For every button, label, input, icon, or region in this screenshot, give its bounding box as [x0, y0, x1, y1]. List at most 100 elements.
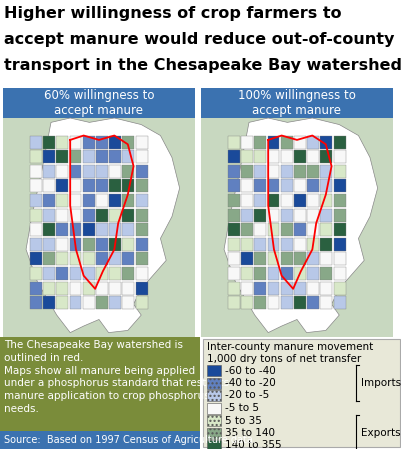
Bar	[69, 194, 81, 207]
Bar	[280, 238, 292, 251]
Bar	[207, 427, 221, 439]
Bar	[306, 150, 318, 163]
Bar	[96, 165, 107, 178]
Bar	[43, 136, 55, 149]
Bar	[136, 282, 147, 295]
Bar	[280, 282, 292, 295]
Bar	[43, 223, 55, 236]
Bar	[254, 252, 265, 265]
Text: 35 to 140: 35 to 140	[225, 428, 274, 438]
Bar	[96, 208, 107, 222]
Bar	[109, 208, 121, 222]
Bar	[207, 378, 221, 388]
Bar	[83, 208, 95, 222]
Text: 60% willingness to
accept manure: 60% willingness to accept manure	[44, 89, 154, 117]
Bar	[96, 267, 107, 280]
Text: 140 to 355: 140 to 355	[225, 440, 281, 449]
Text: 100% willingness to
accept manure: 100% willingness to accept manure	[237, 89, 355, 117]
Bar	[267, 267, 279, 280]
Bar	[293, 150, 305, 163]
Bar	[30, 238, 42, 251]
Bar	[241, 252, 252, 265]
Bar	[136, 136, 147, 149]
Bar	[83, 296, 95, 309]
Bar	[0, 431, 200, 449]
Bar	[43, 179, 55, 193]
Bar	[109, 223, 121, 236]
Bar	[280, 252, 292, 265]
Bar	[267, 136, 279, 149]
Bar	[207, 402, 221, 414]
Bar	[306, 252, 318, 265]
Bar	[280, 267, 292, 280]
Bar	[280, 194, 292, 207]
Bar	[227, 165, 239, 178]
Bar	[293, 165, 305, 178]
Bar	[83, 267, 95, 280]
Bar	[241, 223, 252, 236]
Bar	[320, 165, 332, 178]
Bar	[30, 267, 42, 280]
Bar	[122, 179, 134, 193]
Bar	[241, 179, 252, 193]
Bar	[96, 296, 107, 309]
Bar	[227, 223, 239, 236]
Bar	[254, 136, 265, 149]
Bar	[30, 165, 42, 178]
Bar	[306, 165, 318, 178]
Bar	[56, 296, 68, 309]
Bar	[293, 252, 305, 265]
Bar	[96, 136, 107, 149]
Bar	[136, 179, 147, 193]
Bar	[43, 252, 55, 265]
Bar	[69, 208, 81, 222]
Bar	[109, 296, 121, 309]
Bar	[122, 150, 134, 163]
Bar	[267, 194, 279, 207]
Text: Exports: Exports	[360, 428, 400, 438]
Bar	[96, 223, 107, 236]
Bar	[254, 282, 265, 295]
Bar	[293, 223, 305, 236]
Bar	[69, 238, 81, 251]
Bar	[83, 223, 95, 236]
Bar	[267, 252, 279, 265]
Bar	[254, 194, 265, 207]
Bar	[227, 296, 239, 309]
Bar	[320, 179, 332, 193]
Bar	[293, 238, 305, 251]
Text: The Chesapeake Bay watershed is
outlined in red.
Maps show all manure being appl: The Chesapeake Bay watershed is outlined…	[4, 340, 229, 414]
Bar	[136, 267, 147, 280]
Bar	[56, 282, 68, 295]
Bar	[96, 282, 107, 295]
Bar	[293, 282, 305, 295]
Bar	[109, 267, 121, 280]
Bar	[267, 238, 279, 251]
Bar	[69, 223, 81, 236]
Bar	[96, 238, 107, 251]
Bar	[122, 136, 134, 149]
Bar	[56, 223, 68, 236]
Bar	[267, 165, 279, 178]
Bar	[122, 194, 134, 207]
Bar	[69, 267, 81, 280]
Bar	[267, 208, 279, 222]
Bar	[69, 296, 81, 309]
Bar	[30, 208, 42, 222]
Bar	[306, 267, 318, 280]
Bar	[122, 296, 134, 309]
Bar	[267, 223, 279, 236]
Bar	[333, 238, 345, 251]
Bar	[69, 165, 81, 178]
Text: 5 to 35: 5 to 35	[225, 415, 261, 426]
Bar	[320, 194, 332, 207]
Bar	[241, 165, 252, 178]
Bar	[207, 440, 221, 449]
Bar	[109, 252, 121, 265]
Bar	[267, 296, 279, 309]
Bar	[333, 208, 345, 222]
Bar	[254, 150, 265, 163]
Bar	[241, 208, 252, 222]
Bar	[254, 223, 265, 236]
Bar	[56, 150, 68, 163]
